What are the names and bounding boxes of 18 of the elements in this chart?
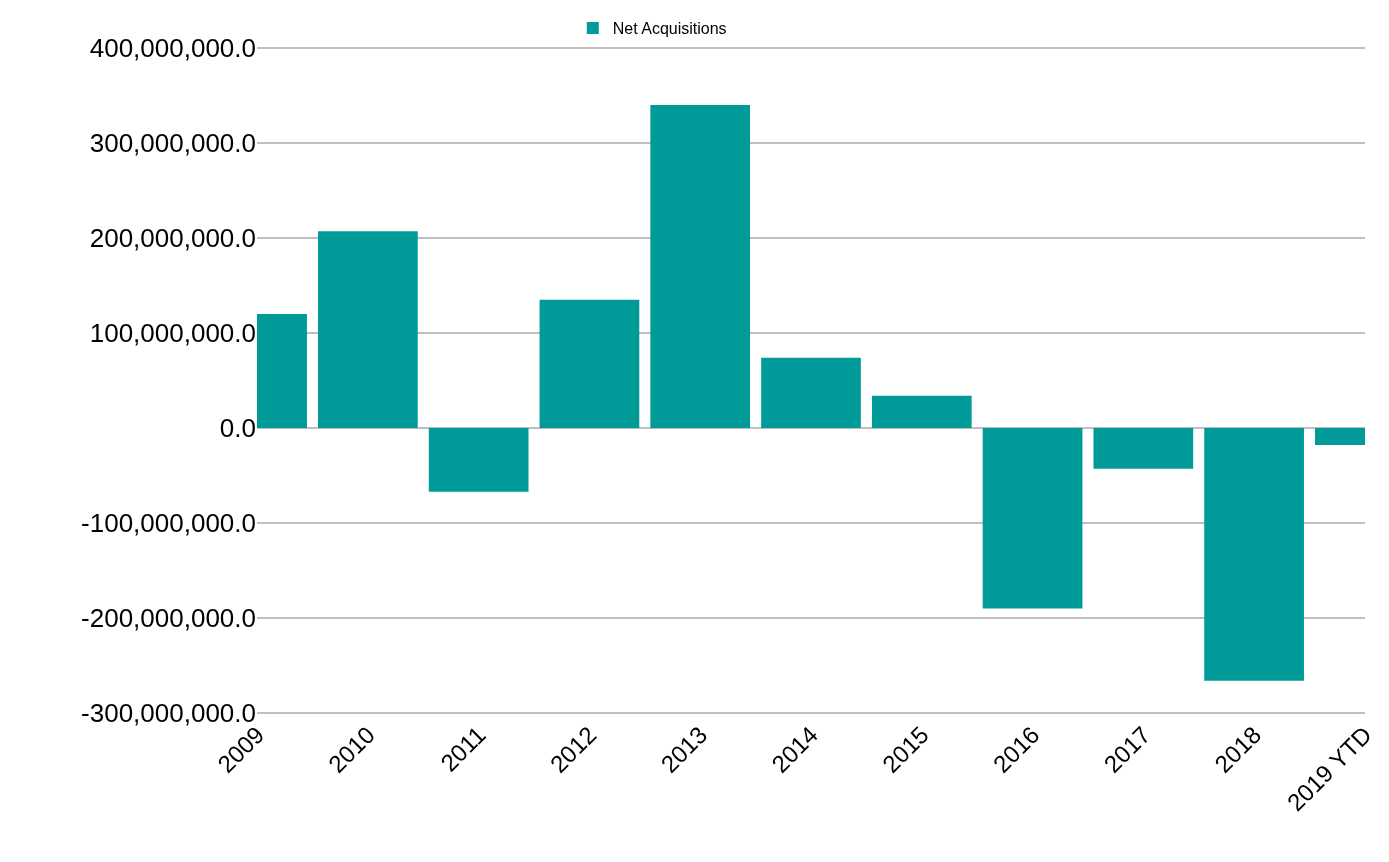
- bar: [539, 299, 640, 428]
- bar: [428, 428, 529, 492]
- bar: [318, 231, 418, 428]
- legend-label: Net Acquisitions: [612, 20, 727, 38]
- y-tick-label: 400,000,000.0: [89, 33, 256, 64]
- y-tick-label: 100,000,000.0: [89, 318, 256, 349]
- y-tick-label: 300,000,000.0: [89, 128, 256, 159]
- bar: [761, 357, 861, 428]
- y-tick-label: -300,000,000.0: [81, 698, 256, 729]
- bar: [871, 395, 972, 428]
- y-tick-label: -100,000,000.0: [81, 508, 256, 539]
- y-tick-label: -200,000,000.0: [81, 603, 256, 634]
- bar: [650, 105, 751, 428]
- bar: [1093, 428, 1194, 469]
- bar: [982, 428, 1083, 609]
- y-tick-label: 0.0: [219, 413, 256, 444]
- y-tick-label: 200,000,000.0: [89, 223, 256, 254]
- bar: [1204, 428, 1304, 681]
